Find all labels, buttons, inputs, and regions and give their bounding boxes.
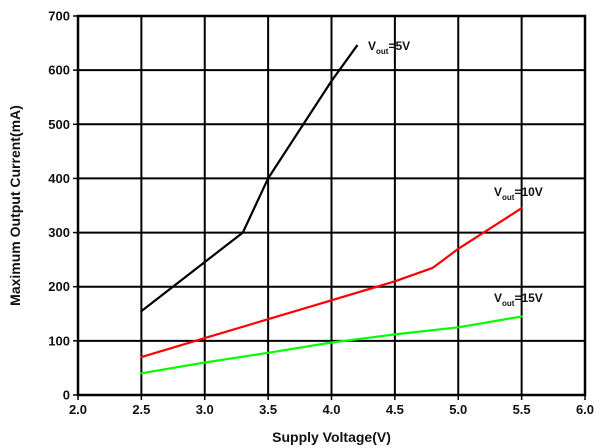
y-tick-label: 200 (48, 279, 70, 294)
series-label-vout-15v: Vout=15V (494, 291, 543, 308)
y-tick-label: 600 (48, 63, 70, 78)
grid (78, 16, 585, 395)
series-label-subscript: out (502, 193, 515, 202)
y-tick-label: 700 (48, 9, 70, 24)
axis-ticks: 2.0 2.5 3.0 3.5 4.0 4.5 5.0 5.5 6.0 0 100 200 300 400… (48, 9, 594, 418)
y-tick-label: 500 (48, 117, 70, 132)
x-tick-label: 5.0 (449, 402, 467, 417)
series-label-tail: =15V (514, 291, 542, 305)
x-tick-label: 5.5 (513, 402, 531, 417)
series-label-subscript: out (502, 299, 515, 308)
series-line-vout-5v (140, 44, 358, 313)
series-label-main: V (368, 39, 376, 53)
series-label-main: V (494, 291, 502, 305)
x-tick-label: 2.5 (132, 402, 150, 417)
x-tick-label: 4.5 (386, 402, 404, 417)
x-axis-title: Supply Voltage(V) (272, 429, 391, 445)
series-label-main: V (494, 185, 502, 199)
series-label-vout-10v: Vout=10V (494, 185, 543, 202)
series-label-vout-5v: Vout=5V (368, 39, 410, 56)
y-tick-label: 0 (63, 388, 70, 403)
series-line-vout-15v (140, 315, 523, 375)
x-tick-label: 4.0 (322, 402, 340, 417)
x-tick-label: 2.0 (69, 402, 87, 417)
series-label-tail: =10V (514, 185, 542, 199)
x-tick-label: 3.0 (196, 402, 214, 417)
series-label-subscript: out (376, 47, 389, 56)
series-lines (140, 44, 523, 375)
x-tick-label: 3.5 (259, 402, 277, 417)
series-label-tail: =5V (388, 39, 410, 53)
y-tick-label: 300 (48, 225, 70, 240)
y-tick-label: 100 (48, 333, 70, 348)
series-line-vout-10v (140, 207, 523, 359)
x-tick-label: 6.0 (576, 402, 594, 417)
y-tick-label: 400 (48, 171, 70, 186)
y-axis-title: Maximum Output Current(mA) (7, 105, 23, 306)
